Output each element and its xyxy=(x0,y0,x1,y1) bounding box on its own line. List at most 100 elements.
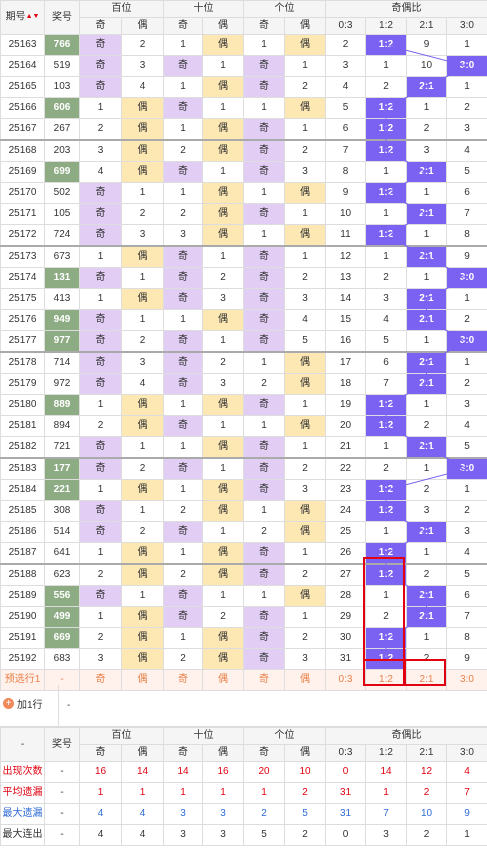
ratio-miss-cell: 2 xyxy=(365,606,407,628)
odd-cell: 1 xyxy=(163,542,203,565)
sort-arrows-icon[interactable]: ▲▼ xyxy=(25,13,40,21)
odd-cell: 奇 xyxy=(243,161,285,183)
even-cell: 偶 xyxy=(121,139,164,162)
stats-header-sub: 奇 偶 奇 偶 奇 偶 0:3 1:2 2:1 3:0 xyxy=(1,744,487,762)
odd-cell: 奇 xyxy=(243,394,285,416)
table-row: 25172 724 奇 3 3 偶 1 偶 11 1:2 1 8 xyxy=(0,224,487,247)
table-row: 25163 766 奇 2 1 偶 1 偶 2 1:2 9 1 xyxy=(0,34,487,56)
period-cell: 25170 xyxy=(0,182,45,204)
ratio-hit-cell: 2:1 xyxy=(406,161,447,183)
even-cell: 偶 xyxy=(284,500,326,522)
stats-value: 5 xyxy=(284,803,326,825)
ratio-hit-cell: 1:2 xyxy=(365,118,407,141)
stats-value: 9 xyxy=(446,803,487,825)
stats-value: 1 xyxy=(121,782,164,804)
prize-cell: 972 xyxy=(44,373,80,395)
even-cell: 偶 xyxy=(284,373,326,395)
even-cell: 偶 xyxy=(284,182,326,204)
ratio-miss-cell: 6 xyxy=(365,351,407,374)
odd-cell: 奇 xyxy=(243,330,285,353)
stats-value: 14 xyxy=(163,761,203,783)
odd-cell: 1 xyxy=(243,585,285,607)
stats-sub-header: 2:1 xyxy=(406,744,447,762)
even-cell: 2 xyxy=(202,267,244,289)
ratio-miss-cell: 1 xyxy=(365,203,407,225)
even-cell: 3 xyxy=(284,648,326,670)
table-row: 25166 606 1 偶奇 1 1 偶 5 1:2 1 2 xyxy=(0,97,487,119)
even-cell: 3 xyxy=(284,288,326,310)
odd-cell: 奇 xyxy=(79,330,122,353)
ratio-miss-cell: 1 xyxy=(365,521,407,543)
ratio-miss-cell: 26 xyxy=(325,542,366,565)
stats-value: 3 xyxy=(163,803,203,825)
ratio-miss-cell: 18 xyxy=(325,373,366,395)
stats-dash-cell: - xyxy=(44,782,80,804)
odd-cell: 1 xyxy=(79,542,122,565)
add-row-bar: + 加1行 - xyxy=(0,685,487,727)
odd-cell: 奇 xyxy=(243,606,285,628)
even-cell: 偶 xyxy=(202,436,244,459)
odd-cell: 奇 xyxy=(243,203,285,225)
preview-cell[interactable]: 奇 xyxy=(243,669,285,691)
period-cell: 25165 xyxy=(0,76,45,98)
preview-cell[interactable]: 奇 xyxy=(79,669,122,691)
prize-cell: 721 xyxy=(44,436,80,459)
stats-value: 5 xyxy=(243,824,285,846)
prize-header: 奖号 xyxy=(44,0,80,35)
stats-value: 1 xyxy=(365,782,407,804)
preview-cell[interactable]: 0:3 xyxy=(325,669,366,691)
stats-label: 平均遗漏 xyxy=(0,782,45,804)
stats-value: 16 xyxy=(202,761,244,783)
even-cell: 1 xyxy=(284,394,326,416)
ratio-miss-cell: 8 xyxy=(325,161,366,183)
preview-cell[interactable]: 3:0 xyxy=(446,669,487,691)
even-cell: 2 xyxy=(121,457,164,480)
odd-cell: 奇 xyxy=(243,563,285,586)
even-cell: 偶 xyxy=(202,76,244,98)
period-header[interactable]: 期号▲▼ xyxy=(0,0,45,35)
ratio-miss-cell: 5 xyxy=(446,161,487,183)
ratio-miss-cell: 4 xyxy=(446,542,487,565)
odd-cell: 2 xyxy=(243,521,285,543)
ratio-miss-cell: 23 xyxy=(325,479,366,501)
period-cell: 25167 xyxy=(0,118,45,141)
even-cell: 偶 xyxy=(121,118,164,141)
hundreds-header: 百位 xyxy=(79,0,164,18)
ratio-miss-cell: 1 xyxy=(406,97,447,119)
ratio-hit-cell: 1:2 xyxy=(365,648,407,670)
odd-cell: 奇 xyxy=(243,309,285,331)
ratio-miss-cell: 6 xyxy=(446,585,487,607)
even-cell: 1 xyxy=(202,245,244,268)
even-cell: 1 xyxy=(121,267,164,289)
table-row: 25165 103 奇 4 1 偶奇 2 4 2 2:1 1 xyxy=(0,76,487,98)
ratio-miss-cell: 1 xyxy=(365,585,407,607)
ratio-miss-cell: 31 xyxy=(325,648,366,670)
prize-cell: 623 xyxy=(44,563,80,586)
table-row: 25185 308 奇 1 2 偶 1 偶 24 1:2 3 2 xyxy=(0,500,487,522)
preview-cell[interactable]: 偶 xyxy=(284,669,326,691)
odd-cell: 1 xyxy=(243,415,285,437)
preview-cell[interactable]: 偶 xyxy=(202,669,244,691)
period-cell: 25184 xyxy=(0,479,45,501)
ratio-miss-cell: 17 xyxy=(325,351,366,374)
even-cell: 3 xyxy=(121,55,164,77)
preview-cell[interactable]: 奇 xyxy=(163,669,203,691)
plus-icon: + xyxy=(3,698,14,709)
even-cell: 1 xyxy=(284,118,326,141)
even-cell: 2 xyxy=(121,34,164,56)
even-cell: 5 xyxy=(284,330,326,353)
period-cell: 25174 xyxy=(0,267,45,289)
table-row: 25190 499 1 偶奇 2 奇 1 29 2 2:1 7 xyxy=(0,606,487,628)
odd-cell: 奇 xyxy=(79,585,122,607)
prize-cell: 977 xyxy=(44,330,80,353)
table-row: 25192 683 3 偶 2 偶奇 3 31 1:2 2 9 xyxy=(0,648,487,670)
ratio-miss-cell: 28 xyxy=(325,585,366,607)
odd-cell: 2 xyxy=(163,203,203,225)
preview-cell[interactable]: 偶 xyxy=(121,669,164,691)
prize-cell: 894 xyxy=(44,415,80,437)
ratio-hit-cell: 2:1 xyxy=(406,309,447,331)
odd-cell: 1 xyxy=(163,394,203,416)
preview-label[interactable]: 预选行1 xyxy=(0,669,45,691)
ratio-hit-cell: 3:0 xyxy=(446,55,487,77)
add-row-button[interactable]: + 加1行 xyxy=(3,696,43,711)
